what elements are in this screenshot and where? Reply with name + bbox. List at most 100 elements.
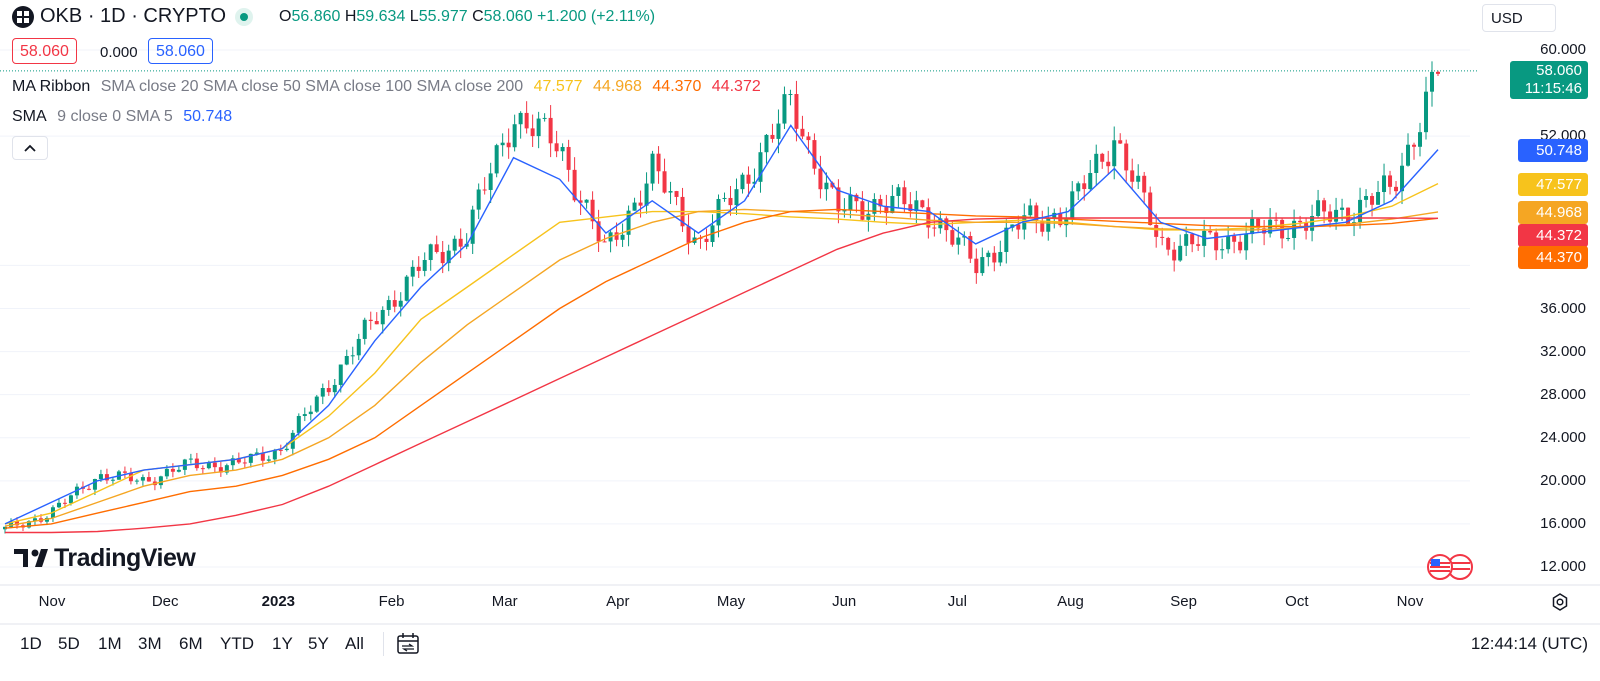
candle — [890, 184, 895, 214]
candle — [170, 463, 175, 478]
watermark-text: TradingView — [54, 544, 196, 572]
candle — [644, 172, 649, 214]
time-tick-5: Apr — [606, 593, 630, 610]
candle — [182, 458, 187, 476]
timeframe-5y[interactable]: 5Y — [308, 634, 329, 653]
close-value: 58.060 — [483, 8, 533, 25]
time-tick-11: Oct — [1285, 593, 1309, 610]
candle — [1016, 215, 1021, 239]
timeframe-ytd[interactable]: YTD — [220, 634, 254, 653]
close-label: C — [472, 8, 484, 25]
candle — [1400, 152, 1405, 205]
sma9-line — [4, 124, 1439, 525]
candle — [944, 216, 949, 242]
candle — [932, 215, 937, 237]
candle — [266, 455, 271, 463]
candle — [824, 172, 829, 201]
candle — [908, 192, 913, 218]
candle — [590, 191, 595, 230]
price-tick-7: 20.000 — [1540, 471, 1586, 489]
candle — [1166, 236, 1171, 256]
price-tick-6: 24.000 — [1540, 428, 1586, 446]
candle — [668, 181, 673, 204]
candle — [368, 311, 373, 330]
ma-ribbon-legend[interactable]: MA Ribbon SMA close 20 SMA close 50 SMA … — [12, 78, 767, 96]
interval-label: 1D — [100, 5, 126, 27]
candle — [1178, 234, 1183, 262]
utc-clock[interactable]: 12:44:14 (UTC) — [1470, 634, 1588, 653]
candle — [764, 133, 769, 164]
candle — [704, 228, 709, 251]
candle — [1046, 206, 1051, 241]
date-range-button[interactable] — [395, 632, 421, 656]
candle — [674, 190, 679, 206]
chart-settings-button[interactable] — [1550, 592, 1570, 612]
ma200-value: 44.372 — [711, 78, 761, 95]
candle — [1094, 144, 1099, 186]
timeframe-5d[interactable]: 5D — [58, 634, 80, 653]
candle — [1154, 213, 1159, 248]
ma50-line — [4, 208, 1439, 527]
sma-name: SMA — [12, 108, 47, 125]
gear-icon — [1552, 593, 1568, 611]
timeframe-1d[interactable]: 1D — [20, 634, 42, 653]
candle — [146, 471, 151, 482]
candle — [1196, 234, 1201, 251]
sma-params: 9 close 0 SMA 5 — [57, 108, 173, 125]
candle — [1112, 126, 1117, 180]
candle — [422, 252, 427, 277]
sma-legend[interactable]: SMA 9 close 0 SMA 5 50.748 — [12, 108, 238, 126]
candle — [782, 86, 787, 130]
time-tick-9: Aug — [1057, 593, 1084, 610]
ma20-price-tag: 47.577 — [1518, 173, 1588, 196]
candle — [998, 240, 1003, 267]
timeframe-1y[interactable]: 1Y — [272, 634, 293, 653]
title-separator-2: · — [131, 5, 138, 27]
candle — [692, 230, 697, 245]
candle — [1418, 122, 1423, 157]
candle — [458, 228, 463, 259]
candle — [308, 405, 313, 421]
candle — [740, 172, 745, 194]
timeframe-3m[interactable]: 3M — [138, 634, 162, 653]
candle — [680, 187, 685, 232]
market-status-icon[interactable] — [235, 8, 253, 26]
candle — [884, 194, 889, 225]
candle — [1280, 217, 1285, 249]
currency-select[interactable]: USD — [1482, 4, 1556, 32]
buy-price-button[interactable]: 58.060 — [148, 38, 213, 64]
ma100-price-tag: 44.370 — [1518, 246, 1588, 269]
candle — [512, 114, 517, 152]
candle — [620, 223, 625, 247]
timeframe-1m[interactable]: 1M — [98, 634, 122, 653]
candle — [632, 197, 637, 211]
candle — [428, 243, 433, 271]
tradingview-logo-icon — [14, 549, 48, 567]
time-tick-2: 2023 — [261, 593, 296, 610]
last-price-tag: 58.060 11:15:46 — [1510, 61, 1588, 99]
candle — [386, 295, 391, 316]
candle — [416, 256, 421, 279]
sell-price-button[interactable]: 58.060 — [12, 38, 77, 64]
timeframe-6m[interactable]: 6M — [179, 634, 203, 653]
candle — [572, 157, 577, 203]
time-tick-0: Nov — [38, 593, 66, 610]
candle — [518, 111, 523, 139]
candle — [1220, 238, 1225, 259]
legend-collapse-button[interactable] — [12, 136, 48, 160]
ma50-price-tag: 44.968 — [1518, 201, 1588, 224]
candle — [650, 150, 655, 191]
candle — [1358, 187, 1363, 229]
candle — [242, 457, 247, 468]
candle — [926, 198, 931, 239]
candle — [1436, 70, 1440, 77]
candle — [1316, 189, 1321, 218]
price-tick-9: 12.000 — [1540, 558, 1586, 575]
candle — [836, 179, 841, 224]
candle — [194, 452, 199, 471]
candle — [506, 128, 511, 159]
timeframe-all[interactable]: All — [345, 634, 364, 653]
symbol-title[interactable]: OKB · 1D · CRYPTO — [40, 5, 226, 28]
candle — [968, 231, 973, 263]
